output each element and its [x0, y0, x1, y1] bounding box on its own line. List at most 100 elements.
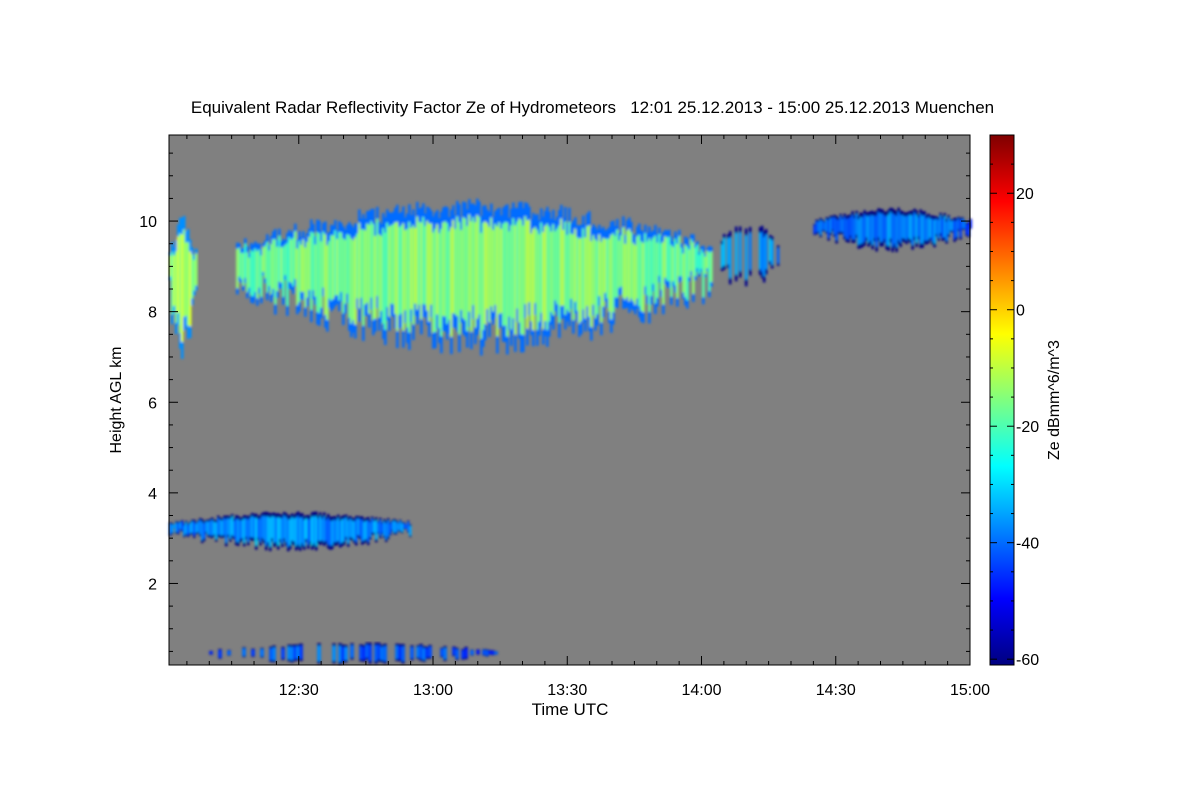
- y-tick-label: 6: [148, 395, 157, 412]
- echo-core: [211, 520, 214, 536]
- echo-core: [169, 524, 172, 535]
- echo-core: [250, 250, 253, 296]
- echo-core: [383, 521, 386, 536]
- echo-core: [702, 252, 705, 298]
- echo-core: [462, 217, 465, 319]
- echo-core: [384, 232, 387, 330]
- echo-core: [470, 221, 473, 332]
- y-tick-label: 4: [148, 486, 157, 503]
- echo-core: [362, 647, 366, 660]
- echo-core: [396, 221, 399, 331]
- echo-core: [458, 222, 461, 335]
- echo-core: [425, 648, 429, 658]
- echo-core: [498, 222, 501, 315]
- echo-core: [272, 239, 275, 289]
- echo-core: [464, 648, 468, 658]
- echo-core: [312, 232, 315, 291]
- echo-core: [600, 241, 603, 323]
- echo-core: [448, 231, 451, 320]
- echo-core: [598, 234, 601, 297]
- echo-core: [242, 648, 246, 656]
- echo-core: [871, 215, 874, 245]
- echo-core: [397, 523, 400, 531]
- echo-core: [287, 646, 291, 660]
- echo-core: [213, 521, 216, 535]
- echo-core: [191, 254, 194, 299]
- echo-core: [738, 232, 742, 272]
- echo-core: [331, 520, 334, 546]
- echo-core: [642, 242, 645, 313]
- echo-core: [859, 216, 862, 244]
- echo-core: [446, 223, 449, 324]
- echo-core: [252, 251, 255, 297]
- echo-mid-level-layer: [169, 511, 412, 552]
- y-tick-label: 2: [148, 576, 157, 593]
- echo-core: [476, 215, 479, 319]
- echo-core: [762, 237, 766, 277]
- echo-core: [480, 232, 483, 339]
- echo-core: [596, 241, 599, 315]
- echo-core: [951, 220, 954, 231]
- echo-core: [326, 245, 329, 320]
- echo-core: [199, 520, 202, 535]
- echo-core: [706, 250, 709, 269]
- echo-core: [231, 516, 234, 536]
- echo-core: [608, 238, 611, 312]
- colorbar-gradient: [989, 134, 1015, 666]
- echo-core: [568, 222, 571, 313]
- echo-core: [817, 221, 820, 232]
- echo-core: [383, 646, 387, 662]
- echo-core: [251, 649, 255, 656]
- echo-core: [825, 219, 828, 232]
- echo-core: [308, 236, 311, 291]
- echo-core: [548, 226, 551, 322]
- echo-core: [235, 518, 238, 542]
- echo-core: [337, 518, 340, 541]
- echo-core: [426, 220, 429, 311]
- echo-core: [191, 521, 194, 533]
- echo-core: [227, 650, 231, 655]
- echo-core: [270, 244, 273, 295]
- echo-core: [885, 216, 888, 246]
- echo-core: [768, 238, 772, 262]
- echo-core: [865, 215, 868, 238]
- echo-core: [434, 228, 437, 332]
- echo-core: [185, 242, 188, 316]
- echo-core: [360, 229, 363, 298]
- echo-core: [953, 220, 956, 239]
- echo-core: [333, 519, 336, 543]
- echo-core: [227, 518, 230, 535]
- echo-core: [530, 233, 533, 322]
- echo-core: [410, 647, 414, 659]
- echo-core: [409, 525, 412, 536]
- echo-core: [440, 228, 443, 337]
- echo-core: [334, 230, 337, 296]
- echo-core: [821, 220, 824, 231]
- echo-core: [544, 225, 547, 322]
- echo-core: [440, 648, 444, 657]
- echo-core: [592, 235, 595, 305]
- echo-core: [562, 229, 565, 306]
- echo-core: [243, 518, 246, 543]
- echo-core: [309, 518, 312, 542]
- echo-core: [710, 251, 713, 283]
- echo-core: [536, 229, 539, 330]
- echo-core: [257, 518, 260, 538]
- echo-core: [682, 253, 685, 293]
- echo-core: [171, 252, 174, 315]
- echo-core: [382, 228, 385, 324]
- echo-core: [391, 521, 394, 531]
- echo-core: [253, 517, 256, 538]
- echo-core: [678, 236, 681, 277]
- echo-late-layer: [813, 207, 972, 253]
- echo-core: [365, 644, 369, 658]
- echo-core: [254, 248, 257, 293]
- echo-core: [189, 523, 192, 534]
- echo-core: [327, 518, 330, 545]
- echo-core: [305, 518, 308, 539]
- echo-core: [229, 518, 232, 539]
- echo-core: [403, 523, 406, 529]
- echo-core: [670, 244, 673, 297]
- echo-core: [704, 256, 707, 275]
- echo-core: [358, 222, 361, 309]
